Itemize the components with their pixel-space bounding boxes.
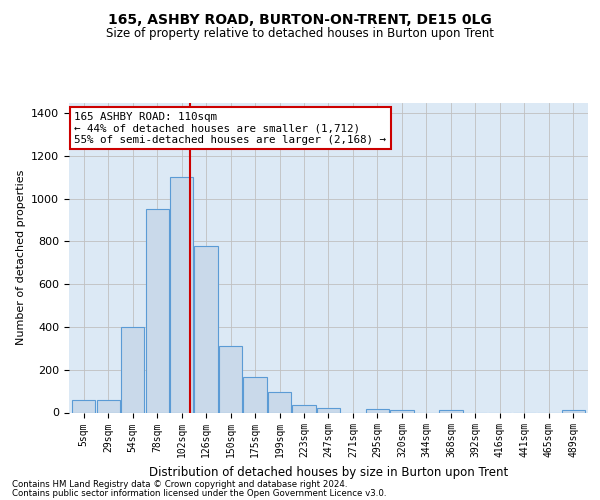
Bar: [439, 410, 463, 412]
Bar: [170, 178, 193, 412]
Text: Contains HM Land Registry data © Crown copyright and database right 2024.: Contains HM Land Registry data © Crown c…: [12, 480, 347, 489]
Bar: [317, 408, 340, 412]
Text: Contains public sector information licensed under the Open Government Licence v3: Contains public sector information licen…: [12, 489, 386, 498]
Bar: [562, 410, 585, 412]
Bar: [219, 346, 242, 412]
Bar: [194, 246, 218, 412]
Bar: [268, 392, 291, 412]
Bar: [146, 210, 169, 412]
Bar: [97, 400, 120, 412]
Bar: [121, 327, 144, 412]
Text: 165, ASHBY ROAD, BURTON-ON-TRENT, DE15 0LG: 165, ASHBY ROAD, BURTON-ON-TRENT, DE15 0…: [108, 12, 492, 26]
X-axis label: Distribution of detached houses by size in Burton upon Trent: Distribution of detached houses by size …: [149, 466, 508, 479]
Text: 165 ASHBY ROAD: 110sqm
← 44% of detached houses are smaller (1,712)
55% of semi-: 165 ASHBY ROAD: 110sqm ← 44% of detached…: [74, 112, 386, 145]
Text: Size of property relative to detached houses in Burton upon Trent: Size of property relative to detached ho…: [106, 28, 494, 40]
Bar: [244, 377, 266, 412]
Y-axis label: Number of detached properties: Number of detached properties: [16, 170, 26, 345]
Bar: [366, 410, 389, 412]
Bar: [391, 410, 413, 412]
Bar: [72, 400, 95, 412]
Bar: [292, 405, 316, 412]
